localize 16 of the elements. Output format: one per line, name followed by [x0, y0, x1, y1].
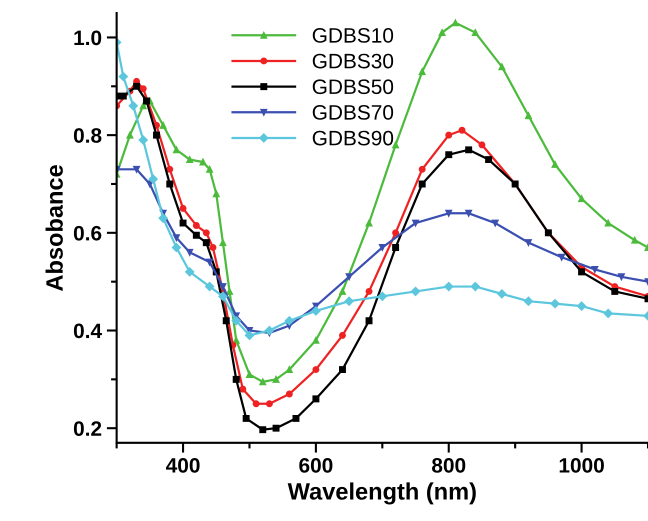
- legend-label: GDBS30: [312, 54, 394, 68]
- x-tick-label: 1000: [560, 458, 604, 473]
- x-tick-label: 600: [299, 458, 332, 473]
- legend-label: GDBS90: [312, 130, 394, 146]
- legend-label: GDBS50: [312, 79, 394, 94]
- y-axis-title: Absobance: [46, 165, 63, 291]
- y-tick-label: 1.0: [74, 30, 102, 46]
- x-tick-label: 800: [432, 458, 466, 473]
- y-tick-label: 0.6: [74, 226, 102, 241]
- x-axis-title: Wavelength (nm): [288, 482, 476, 505]
- y-tick-label: 0.2: [74, 421, 102, 436]
- y-tick-label: 0.4: [74, 324, 102, 338]
- legend-label: GDBS10: [312, 28, 394, 43]
- x-tick-label: 400: [166, 458, 200, 473]
- y-tick-label: 0.8: [74, 128, 102, 143]
- legend-label: GDBS70: [312, 105, 394, 120]
